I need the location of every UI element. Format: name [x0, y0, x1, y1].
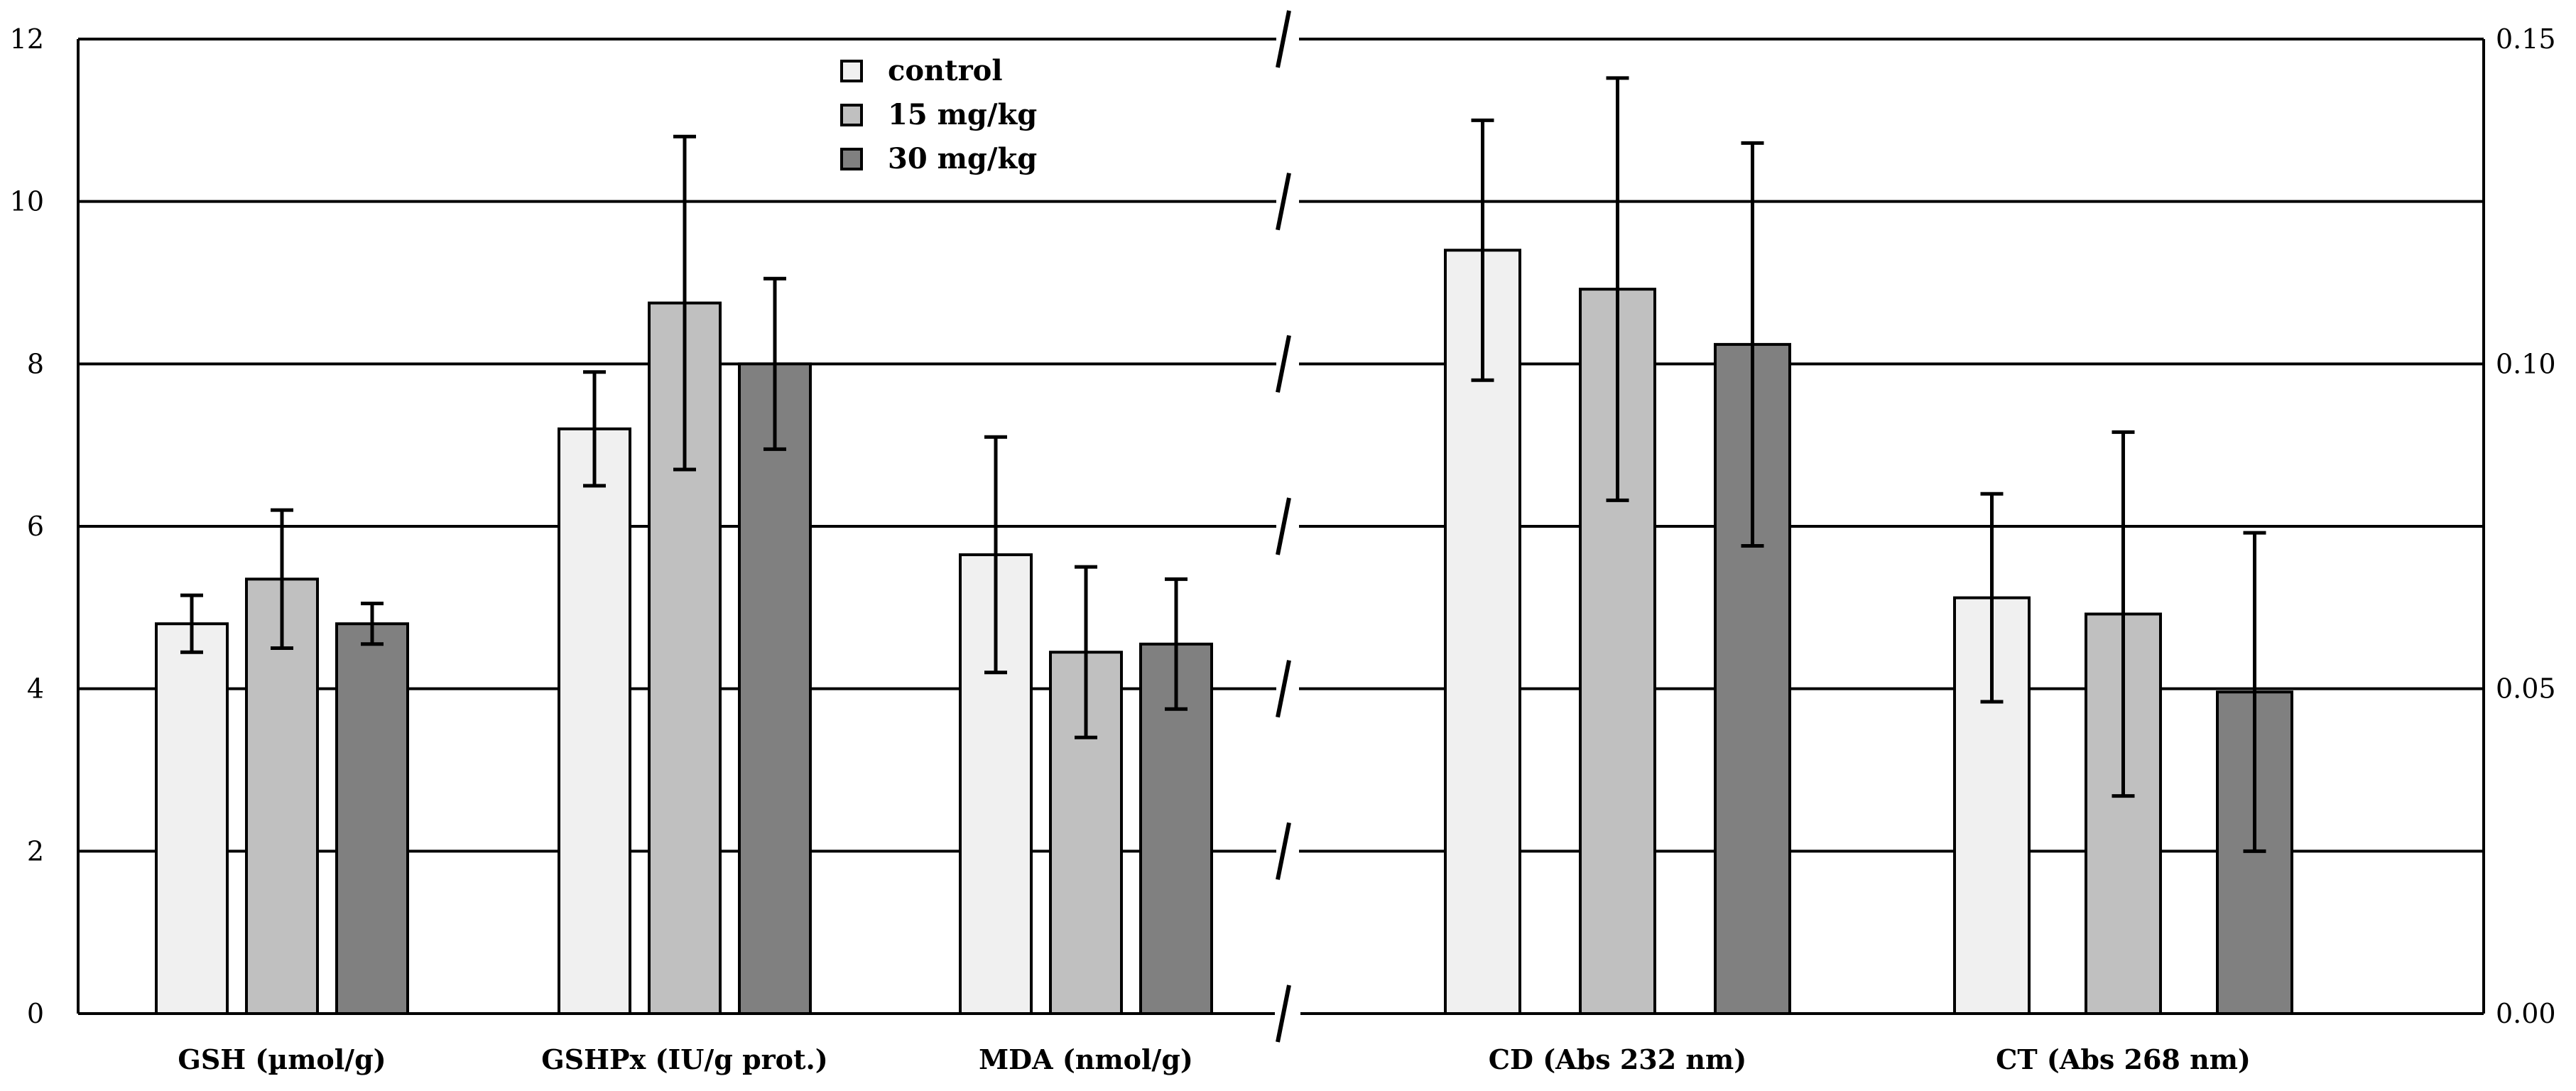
- axis-break-slash: [1276, 10, 1291, 68]
- y-tick-label-left: 6: [27, 511, 44, 542]
- y-tick-label-right: 0.00: [2496, 998, 2556, 1029]
- axis-break-spacer: [1288, 660, 1300, 718]
- legend-label: 15 mg/kg: [888, 98, 1037, 131]
- y-tick-label-right: 0.05: [2496, 673, 2556, 705]
- category-label: CD (Abs 232 nm): [1489, 1043, 1746, 1075]
- category-label: GSH (µmol/g): [178, 1043, 386, 1075]
- legend-swatch: [840, 148, 863, 170]
- legend: control 15 mg/kg 30 mg/kg: [840, 54, 1037, 175]
- bar-15-mg-kg: [1579, 288, 1656, 1015]
- axis-break-spacer: [1288, 822, 1300, 880]
- axis-break-slash: [1276, 497, 1291, 555]
- axis-break-spacer: [1288, 335, 1300, 393]
- y-tick-label-left: 4: [27, 673, 44, 705]
- axis-break-spacer: [1288, 984, 1300, 1043]
- bar-30-mg-kg: [335, 622, 409, 1015]
- category-label: CT (Abs 268 nm): [1996, 1043, 2251, 1075]
- y-tick-label-left: 2: [27, 835, 44, 867]
- y-tick-label-left: 0: [27, 998, 44, 1029]
- axes: [77, 38, 2485, 1015]
- legend-swatch: [840, 104, 863, 126]
- legend-label: control: [888, 54, 1003, 87]
- axis-break-slash: [1276, 822, 1291, 880]
- y-tick-label-left: 10: [10, 186, 44, 217]
- y-tick-label-right: 0.10: [2496, 348, 2556, 379]
- axis-break-spacer: [1288, 10, 1300, 68]
- y-tick-label-left: 12: [10, 23, 44, 55]
- category-label: GSHPx (IU/g prot.): [541, 1043, 828, 1075]
- axis-break-slash: [1276, 660, 1291, 718]
- y-tick-label-left: 8: [27, 348, 44, 379]
- bar-control: [558, 427, 631, 1015]
- axis-break-spacer: [1288, 497, 1300, 555]
- category-label: MDA (nmol/g): [979, 1043, 1193, 1075]
- axis-break-slash: [1276, 173, 1291, 231]
- y-tick-label-right: 0.15: [2496, 23, 2556, 55]
- axis-labels: 0 2 4 6 8 10 12 0.00 0.05 0.10 0.15 GSH (µmol/g) GSH…: [10, 23, 2556, 1075]
- legend-swatch: [840, 60, 863, 82]
- axis-break-spacer: [1288, 173, 1300, 231]
- bar-30-mg-kg: [738, 362, 812, 1015]
- axis-break-marks: [1276, 10, 1300, 1043]
- error-bars: [180, 76, 2266, 853]
- axis-break-slash: [1276, 984, 1291, 1043]
- bar-15-mg-kg: [245, 577, 319, 1015]
- legend-label: 30 mg/kg: [888, 142, 1037, 175]
- axis-break-slash: [1276, 335, 1291, 393]
- bar-control: [155, 622, 229, 1015]
